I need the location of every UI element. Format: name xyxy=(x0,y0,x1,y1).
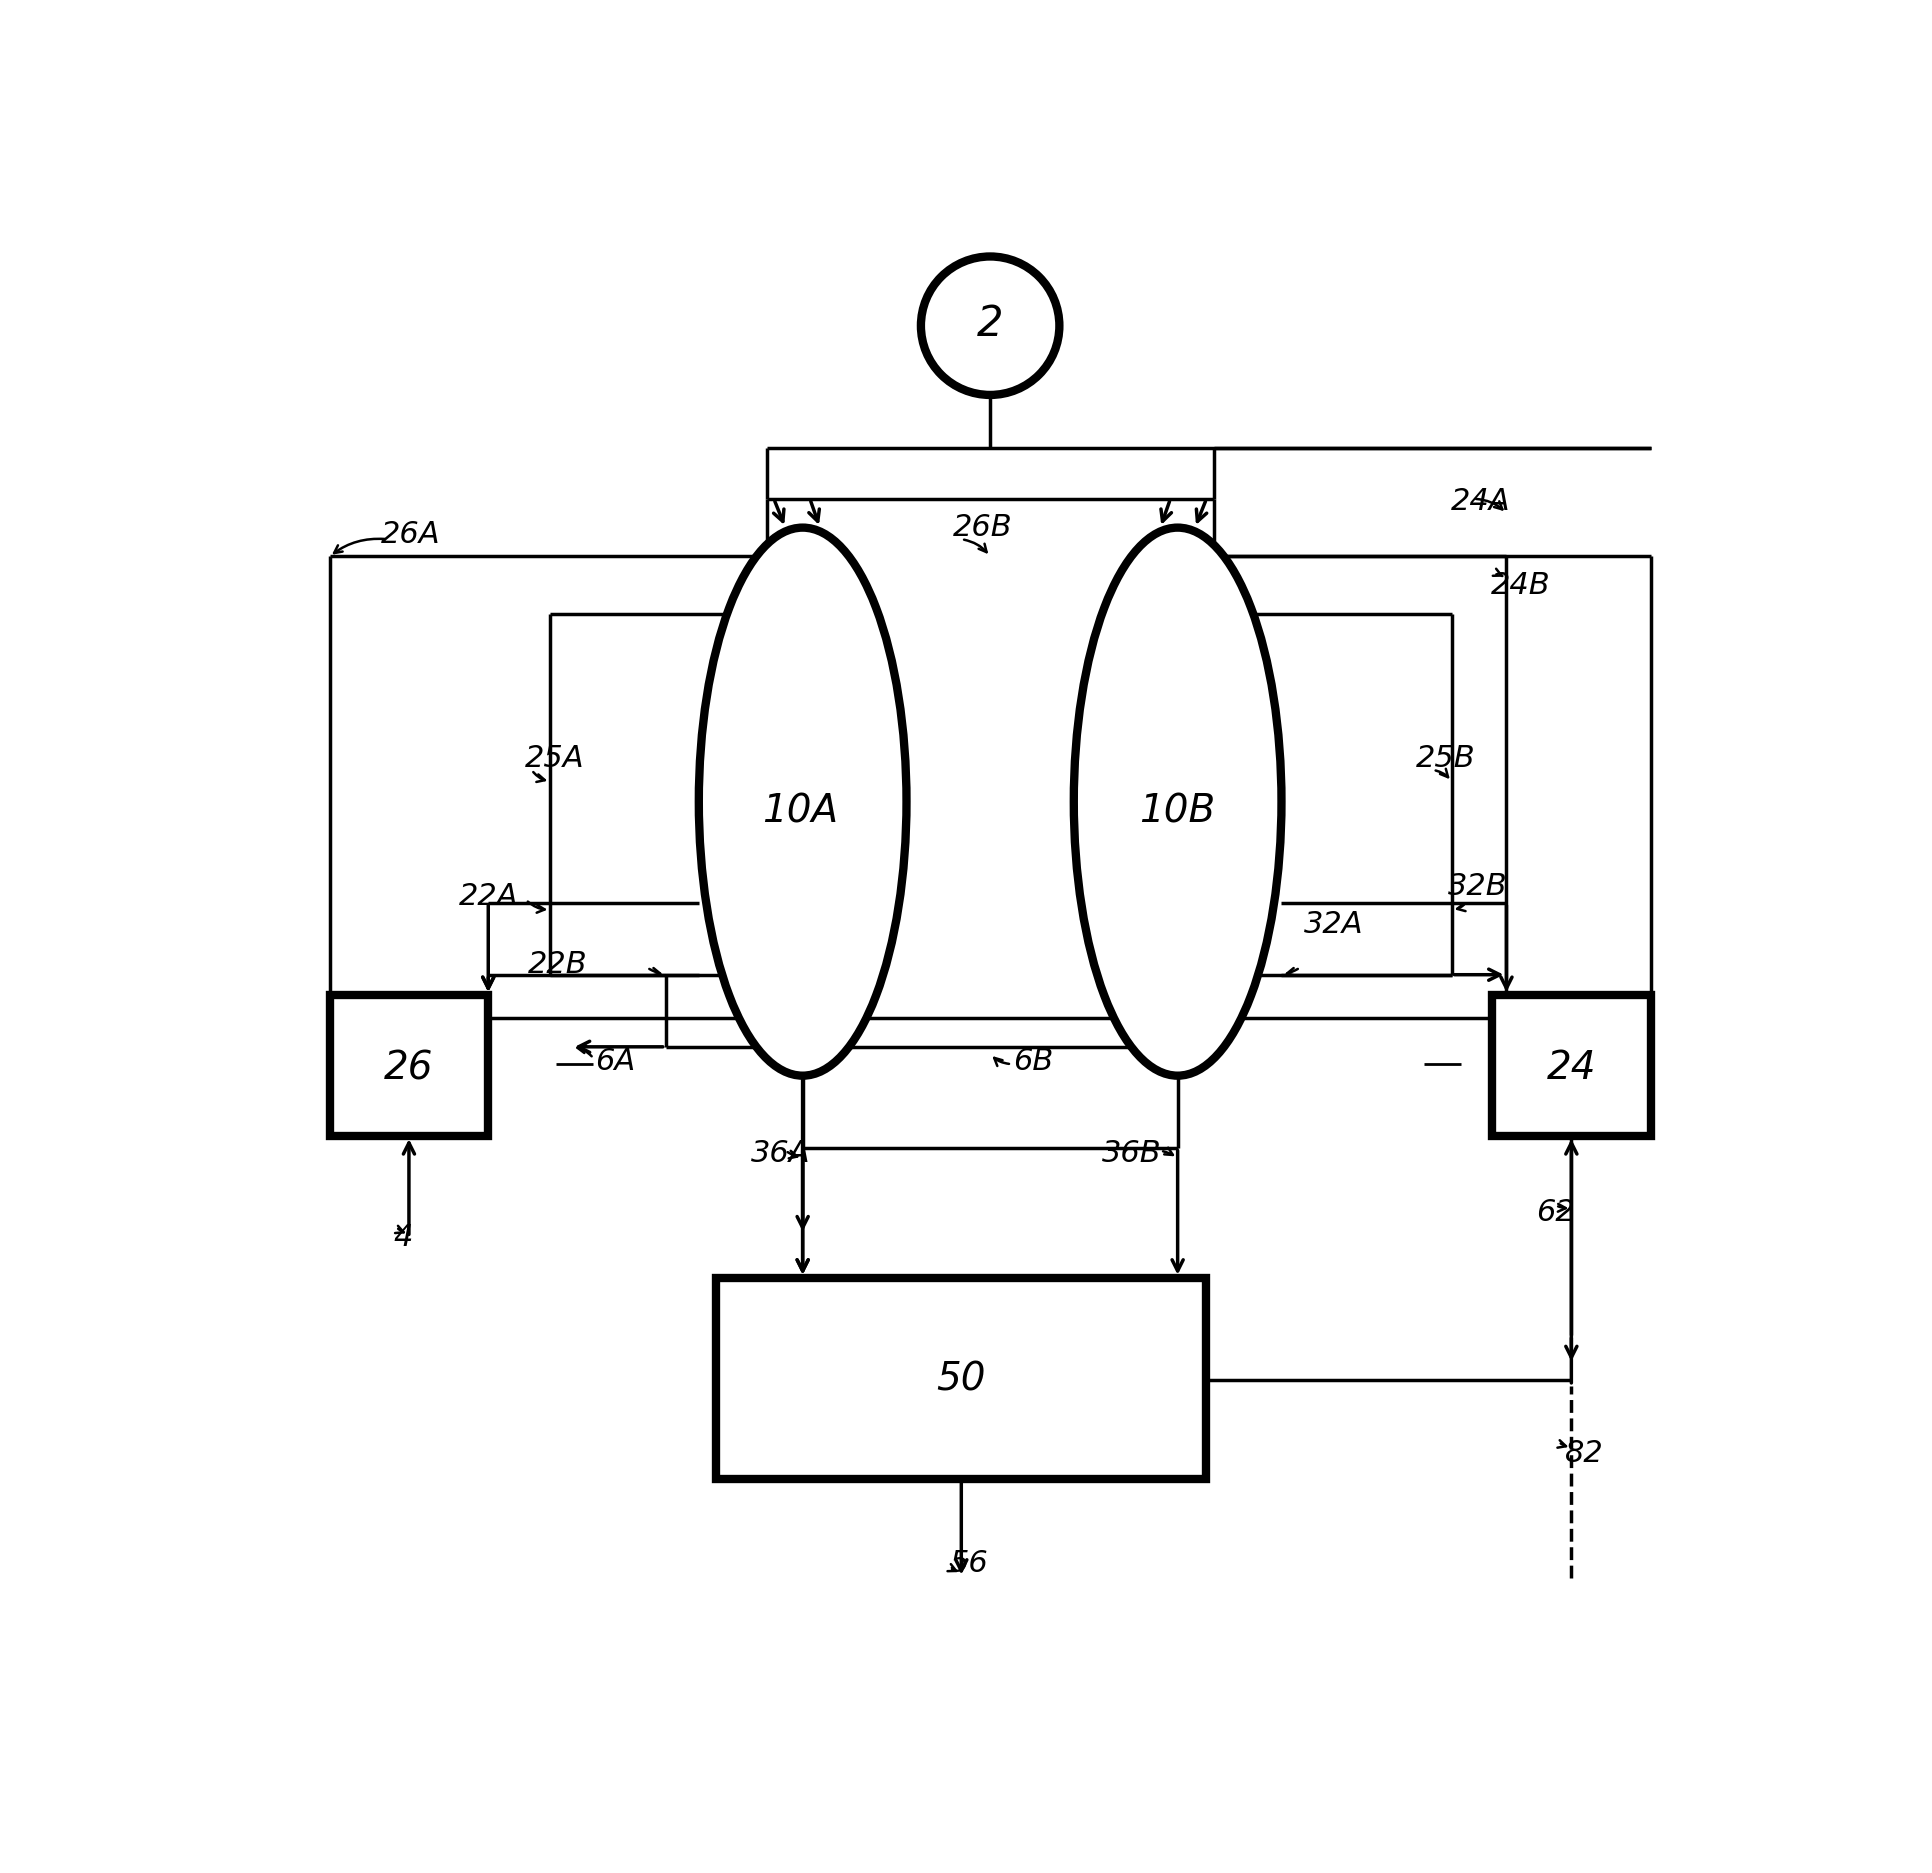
Text: 22A: 22A xyxy=(458,882,518,912)
Text: 25A: 25A xyxy=(526,744,583,774)
Text: 2: 2 xyxy=(978,303,1003,345)
Text: 10B: 10B xyxy=(1140,792,1215,832)
Text: 22B: 22B xyxy=(527,950,587,980)
Text: 6A: 6A xyxy=(595,1047,636,1075)
Text: 50: 50 xyxy=(937,1362,985,1399)
Ellipse shape xyxy=(1074,528,1281,1075)
Text: 82: 82 xyxy=(1565,1438,1604,1468)
Text: 24B: 24B xyxy=(1492,571,1551,599)
Text: 25B: 25B xyxy=(1416,744,1476,774)
Text: 10A: 10A xyxy=(761,792,838,832)
Text: 26A: 26A xyxy=(381,521,440,549)
Text: 32B: 32B xyxy=(1447,873,1507,901)
Ellipse shape xyxy=(699,528,906,1075)
Text: 32A: 32A xyxy=(1304,910,1364,938)
Bar xyxy=(1492,995,1650,1137)
Text: 26B: 26B xyxy=(952,513,1012,541)
Text: 62: 62 xyxy=(1536,1199,1575,1227)
Bar xyxy=(717,1277,1206,1480)
Circle shape xyxy=(922,257,1059,395)
Text: 24: 24 xyxy=(1548,1049,1596,1088)
Text: 6B: 6B xyxy=(1012,1047,1053,1075)
Text: 26: 26 xyxy=(384,1049,433,1088)
Bar xyxy=(330,995,489,1137)
Text: 36B: 36B xyxy=(1101,1139,1161,1169)
Text: 4: 4 xyxy=(394,1223,413,1251)
Text: 36A: 36A xyxy=(752,1139,811,1169)
Text: 24A: 24A xyxy=(1451,487,1511,517)
Text: 56: 56 xyxy=(949,1549,987,1577)
